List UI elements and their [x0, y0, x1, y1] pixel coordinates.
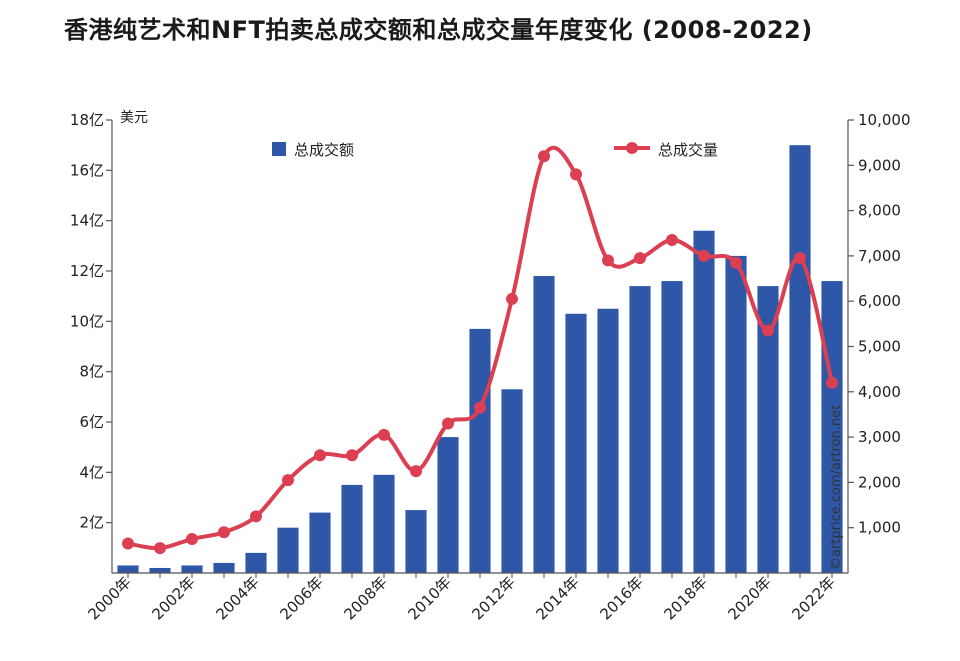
volume-point-2022年 — [826, 376, 838, 389]
bar-2001年 — [149, 567, 171, 573]
right-tick-label: 3,000 — [858, 428, 901, 446]
axes — [106, 119, 854, 578]
bar-series — [117, 145, 843, 573]
volume-point-2015年 — [602, 254, 614, 267]
x-tick-label: 2022年 — [788, 573, 838, 623]
right-tick-label: 6,000 — [858, 292, 901, 310]
bar-2021年 — [789, 145, 811, 573]
volume-point-2004年 — [250, 510, 262, 523]
bar-2015年 — [597, 308, 619, 573]
x-tick-label: 2018年 — [660, 573, 710, 623]
volume-point-2021年 — [794, 252, 806, 265]
chart-title: 香港纯艺术和NFT拍卖总成交额和总成交量年度变化 (2008-2022) — [64, 16, 813, 44]
bar-2002年 — [181, 565, 203, 573]
left-tick-label: 14亿 — [70, 212, 104, 230]
left-tick-label: 8亿 — [79, 363, 104, 381]
volume-point-2001年 — [154, 542, 166, 555]
x-tick-label: 2014年 — [532, 573, 582, 623]
volume-point-2017年 — [666, 234, 678, 247]
right-tick-label: 7,000 — [858, 247, 901, 265]
bar-2018年 — [693, 230, 715, 573]
bar-2009年 — [405, 510, 427, 573]
right-tick-label: 8,000 — [858, 202, 901, 220]
left-tick-label: 10亿 — [70, 312, 104, 330]
bar-2000年 — [117, 565, 139, 573]
volume-point-2002年 — [186, 533, 198, 546]
volume-point-2006年 — [314, 449, 326, 462]
volume-point-2005年 — [282, 474, 294, 487]
bar-2020年 — [757, 286, 779, 573]
right-tick-label: 4,000 — [858, 383, 901, 401]
bar-2010年 — [437, 437, 459, 573]
line-series — [122, 145, 838, 555]
volume-point-2008年 — [378, 428, 390, 441]
left-tick-label: 16亿 — [70, 161, 104, 179]
bar-2008年 — [373, 474, 395, 573]
bar-2005年 — [277, 527, 299, 573]
volume-point-2000年 — [122, 537, 134, 550]
left-tick-label: 6亿 — [79, 413, 104, 431]
right-tick-label: 9,000 — [858, 156, 901, 174]
x-tick-label: 2004年 — [212, 573, 262, 623]
bar-2012年 — [501, 389, 523, 573]
bar-2006年 — [309, 512, 331, 573]
bar-2004年 — [245, 552, 267, 573]
legend: 总成交额 总成交量 — [272, 141, 718, 159]
volume-point-2009年 — [410, 465, 422, 478]
bar-2013年 — [533, 276, 555, 573]
volume-point-2018年 — [698, 249, 710, 262]
volume-point-2003年 — [218, 526, 230, 539]
x-tick-label: 2016年 — [596, 573, 646, 623]
legend-bar-swatch — [272, 142, 286, 156]
left-tick-label: 18亿 — [70, 111, 104, 129]
bar-2007年 — [341, 484, 363, 573]
right-tick-label: 2,000 — [858, 473, 901, 491]
volume-point-2016年 — [634, 252, 646, 265]
legend-line-label: 总成交量 — [658, 141, 718, 159]
volume-point-2014年 — [570, 168, 582, 181]
bar-2011年 — [469, 328, 491, 573]
volume-point-2013年 — [538, 150, 550, 163]
x-tick-label: 2012年 — [468, 573, 518, 623]
legend-line-marker — [626, 142, 638, 154]
bar-2019年 — [725, 255, 747, 573]
volume-point-2007年 — [346, 449, 358, 462]
volume-point-2020年 — [762, 324, 774, 337]
bar-2017年 — [661, 281, 683, 573]
volume-point-2012年 — [506, 292, 518, 305]
right-tick-label: 1,000 — [858, 519, 901, 537]
right-tick-label: 10,000 — [858, 111, 911, 129]
x-tick-label: 2006年 — [276, 573, 326, 623]
bar-2016年 — [629, 286, 651, 573]
x-tick-label: 2002年 — [148, 573, 198, 623]
left-tick-label: 2亿 — [79, 514, 104, 532]
bar-2014年 — [565, 313, 587, 573]
volume-point-2010年 — [442, 417, 454, 430]
right-tick-label: 5,000 — [858, 338, 901, 356]
left-tick-label: 12亿 — [70, 262, 104, 280]
bar-2003年 — [213, 562, 235, 573]
legend-bar-label: 总成交额 — [294, 141, 354, 159]
x-tick-label: 2008年 — [340, 573, 390, 623]
x-tick-label: 2000年 — [84, 573, 134, 623]
left-axis-unit: 美元 — [120, 110, 148, 126]
volume-point-2019年 — [730, 256, 742, 269]
x-tick-label: 2010年 — [404, 573, 454, 623]
watermark-text: ©artprice.com/artron.net — [829, 405, 844, 570]
left-tick-label: 4亿 — [79, 463, 104, 481]
x-tick-label: 2020年 — [724, 573, 774, 623]
volume-point-2011年 — [474, 401, 486, 414]
